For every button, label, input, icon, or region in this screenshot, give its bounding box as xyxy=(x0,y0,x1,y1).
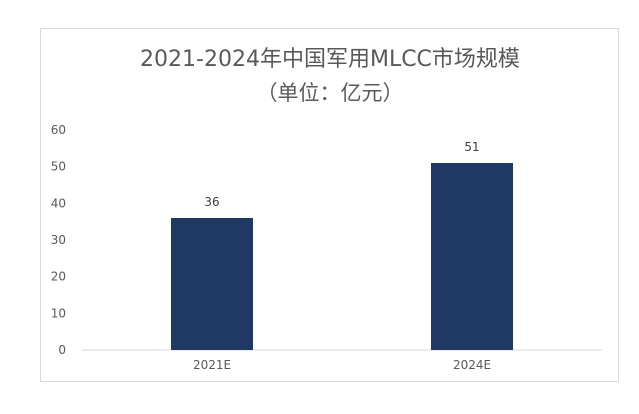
bars xyxy=(171,163,513,350)
x-tick-label-2021E: 2021E xyxy=(193,358,231,372)
bar-2024E xyxy=(431,163,513,350)
y-axis-ticks: 0 10 20 30 40 50 60 xyxy=(51,123,66,357)
y-tick-label: 60 xyxy=(51,123,66,137)
data-label-2021E: 36 xyxy=(204,195,219,209)
x-tick-label-2024E: 2024E xyxy=(453,358,491,372)
chart-frame xyxy=(40,28,619,382)
y-tick-label: 10 xyxy=(51,306,66,320)
y-tick-label: 30 xyxy=(51,233,66,247)
data-labels: 36 51 xyxy=(204,140,479,209)
chart-subtitle: （单位：亿元） xyxy=(257,81,404,105)
y-tick-label: 40 xyxy=(51,196,66,210)
y-tick-label: 0 xyxy=(58,343,66,357)
y-tick-label: 50 xyxy=(51,160,66,174)
y-tick-label: 20 xyxy=(51,270,66,284)
chart-title: 2021-2024年中国军用MLCC市场规模 xyxy=(140,47,520,72)
bar-2021E xyxy=(171,218,253,350)
x-axis-ticks: 2021E 2024E xyxy=(193,358,491,372)
data-label-2024E: 51 xyxy=(464,140,479,154)
